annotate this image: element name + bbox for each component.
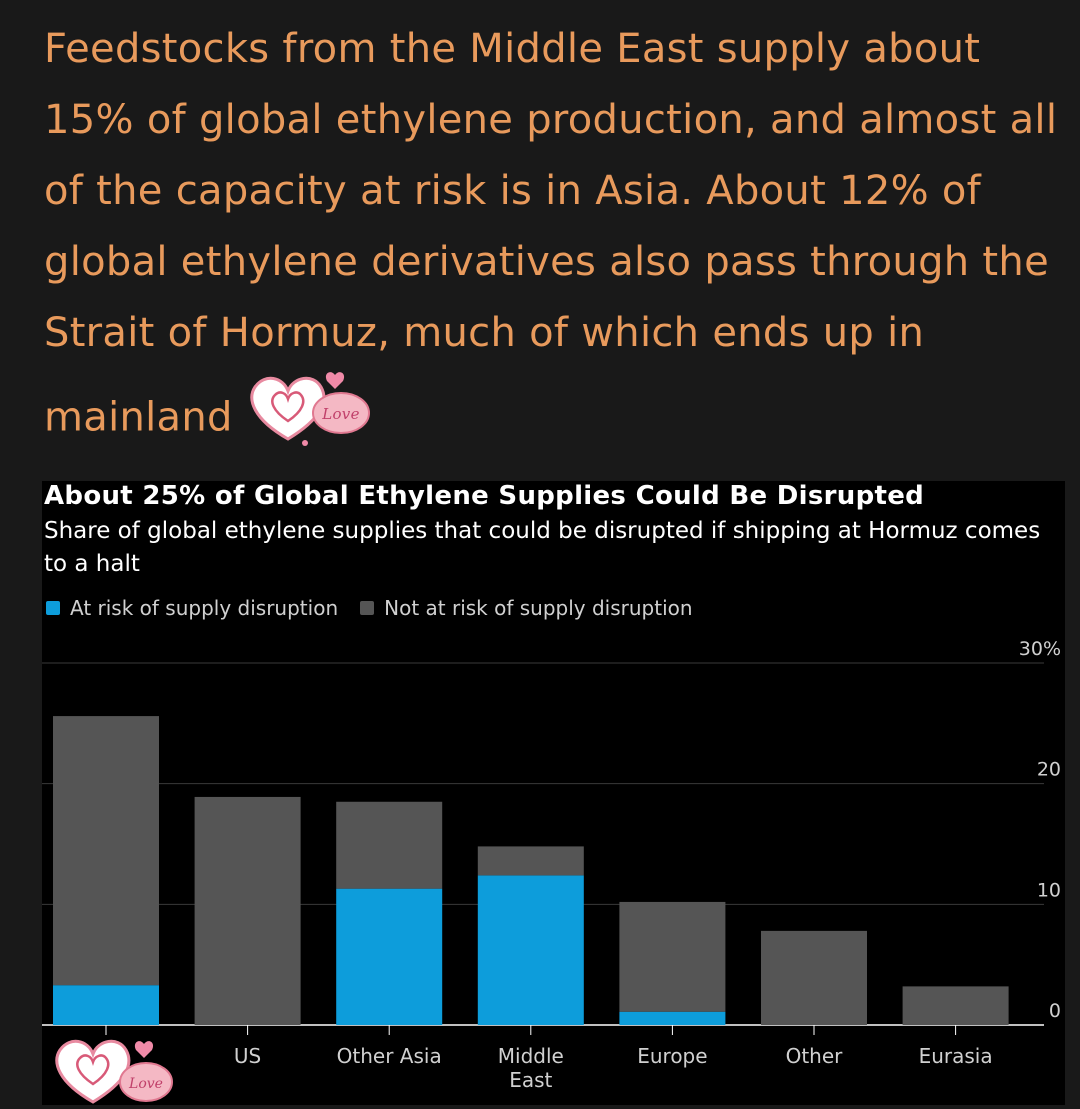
post-text: Feedstocks from the Middle East supply a… xyxy=(44,26,1058,441)
x-tick-label: Other xyxy=(786,1044,844,1068)
legend-item-not-at-risk: Not at risk of supply disruption xyxy=(360,596,693,620)
love-heart-sticker-svg: Love xyxy=(250,372,370,446)
x-tick-label: Eurasia xyxy=(919,1044,993,1068)
bar-segment-at-risk xyxy=(477,875,584,1025)
bar-segment-not-at-risk xyxy=(53,716,159,986)
post-text-block: Feedstocks from the Middle East supply a… xyxy=(44,14,1064,470)
bar-segment-at-risk xyxy=(53,985,159,1025)
x-tick-label: US xyxy=(234,1044,261,1068)
bar-segment-not-at-risk xyxy=(761,930,867,1025)
x-tick-label: East xyxy=(509,1068,552,1092)
y-tick-label: 10 xyxy=(1037,879,1061,901)
love-heart-sticker-icon: Love xyxy=(243,369,373,470)
corner-love-sticker-svg: Love xyxy=(55,1039,173,1104)
chart-subtitle: Share of global ethylene supplies that c… xyxy=(44,518,1041,577)
chart-title: About 25% of Global Ethylene Supplies Co… xyxy=(44,481,925,511)
bar-segment-not-at-risk xyxy=(902,986,1009,1025)
legend-label-at-risk: At risk of supply disruption xyxy=(70,596,339,620)
y-tick-label: 20 xyxy=(1037,759,1061,781)
bar-segment-not-at-risk xyxy=(477,846,584,876)
bar-segment-at-risk xyxy=(619,1011,726,1025)
y-tick-label: 0 xyxy=(1049,1000,1061,1022)
chart-panel: About 25% of Global Ethylene Supplies Co… xyxy=(42,481,1065,1105)
corner-love-sticker-icon: Love xyxy=(48,1030,178,1109)
legend-item-at-risk: At risk of supply disruption xyxy=(46,596,338,620)
legend-label-not-at-risk: Not at risk of supply disruption xyxy=(384,596,693,620)
inline-sticker-text: Love xyxy=(321,405,360,423)
bar-segment-not-at-risk xyxy=(336,801,443,889)
chart-legend: At risk of supply disruption Not at risk… xyxy=(46,596,693,620)
legend-swatch-at-risk xyxy=(46,601,60,615)
x-tick-label: Other Asia xyxy=(337,1044,442,1068)
bar-segment-not-at-risk xyxy=(194,796,301,1025)
bar-segment-at-risk xyxy=(336,888,443,1025)
x-tick-label: Middle xyxy=(498,1044,564,1068)
y-tick-label: 30% xyxy=(1019,638,1061,660)
corner-sticker-text: Love xyxy=(128,1076,163,1092)
legend-swatch-not-at-risk xyxy=(360,601,375,615)
bar-segment-not-at-risk xyxy=(619,901,726,1012)
x-tick-label: Europe xyxy=(637,1044,707,1068)
